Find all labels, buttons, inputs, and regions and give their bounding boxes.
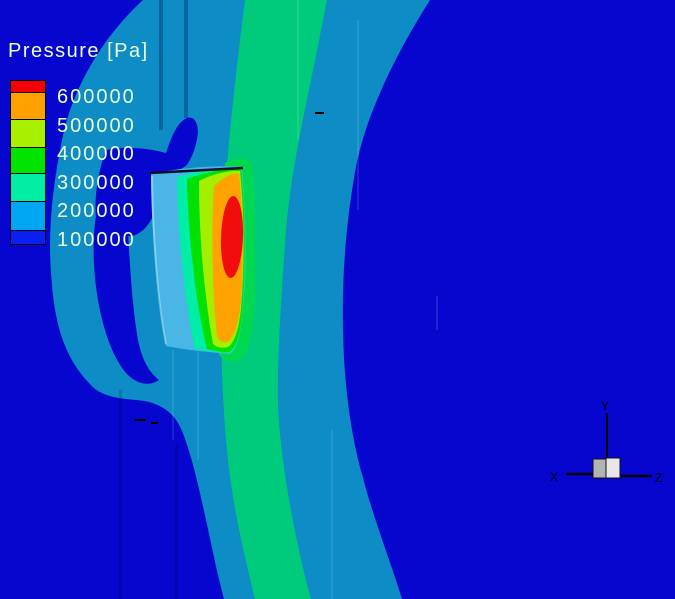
mesh-seam [357,20,359,210]
mesh-seam [297,0,299,140]
mesh-dash [151,422,158,424]
contour-dark-blob-upper [95,117,198,237]
blade-left-highlight [151,175,167,345]
contour-dark-pocket [93,216,159,384]
triad-cube-right-face [605,457,621,479]
y-axis-label: Y [601,399,609,413]
mesh-seam [184,0,188,118]
contour-green-wake-band [220,0,327,599]
mesh-seam [175,445,178,599]
mesh-seam [172,350,174,440]
mesh-seam [119,390,122,599]
mesh-seam [436,296,438,330]
contour-right-darkblue-disc [342,0,675,599]
mesh-seam [159,0,163,130]
contour-left-darkblue-region [0,0,224,599]
x-axis-label: X [550,470,558,484]
z-axis-label: Z [655,471,662,485]
triad-cube-left-face [592,458,607,479]
axis-triad: Y X Z [550,399,662,485]
blade-top-edge [149,166,244,175]
mesh-dash [315,112,324,114]
mesh-seam [331,430,333,599]
blade-pressure-contours [149,158,256,362]
mesh-seam [197,350,199,460]
mesh-dash [134,419,146,421]
blade-red-core [220,196,244,278]
